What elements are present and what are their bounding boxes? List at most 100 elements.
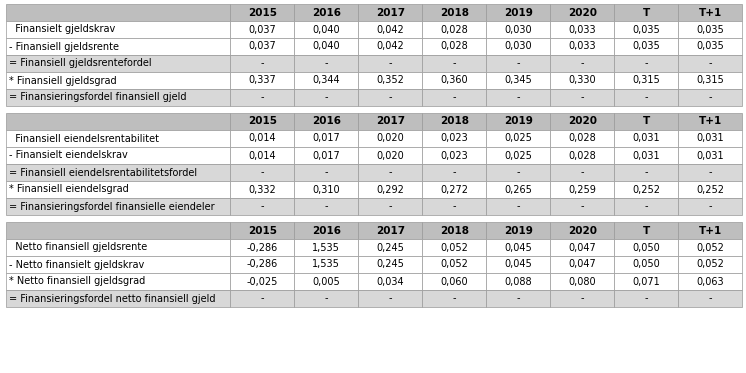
Text: -: - bbox=[325, 93, 328, 103]
Text: 0,088: 0,088 bbox=[504, 276, 532, 286]
Bar bbox=[6, 21, 231, 38]
Text: 0,023: 0,023 bbox=[440, 150, 468, 160]
Text: 0,025: 0,025 bbox=[504, 134, 532, 144]
Bar bbox=[6, 198, 231, 215]
Bar bbox=[422, 4, 486, 21]
Text: -: - bbox=[708, 167, 712, 178]
Bar bbox=[231, 222, 295, 239]
Bar bbox=[486, 113, 551, 130]
Bar bbox=[6, 147, 231, 164]
Bar bbox=[358, 181, 422, 198]
Text: 2015: 2015 bbox=[248, 116, 277, 126]
Text: 0,352: 0,352 bbox=[377, 75, 404, 85]
Text: T+1: T+1 bbox=[698, 116, 721, 126]
Text: -: - bbox=[645, 93, 648, 103]
Bar bbox=[231, 130, 295, 147]
Text: 0,028: 0,028 bbox=[440, 25, 468, 34]
Bar bbox=[295, 55, 358, 72]
Bar bbox=[422, 147, 486, 164]
Bar bbox=[358, 130, 422, 147]
Text: -: - bbox=[645, 201, 648, 211]
Text: T: T bbox=[642, 116, 650, 126]
Text: 0,050: 0,050 bbox=[632, 260, 660, 270]
Bar bbox=[678, 198, 742, 215]
Text: 2020: 2020 bbox=[568, 226, 597, 235]
Bar bbox=[486, 273, 551, 290]
Bar bbox=[6, 290, 231, 307]
Bar bbox=[358, 290, 422, 307]
Text: -0,286: -0,286 bbox=[247, 260, 278, 270]
Bar bbox=[551, 130, 614, 147]
Text: 0,252: 0,252 bbox=[696, 185, 724, 194]
Bar bbox=[422, 181, 486, 198]
Bar bbox=[358, 72, 422, 89]
Bar bbox=[678, 130, 742, 147]
Bar bbox=[486, 38, 551, 55]
Bar bbox=[231, 147, 295, 164]
Text: 2018: 2018 bbox=[440, 226, 468, 235]
Text: 0,040: 0,040 bbox=[313, 41, 340, 51]
Text: 0,052: 0,052 bbox=[696, 260, 724, 270]
Bar bbox=[295, 181, 358, 198]
Text: -: - bbox=[325, 294, 328, 304]
Bar bbox=[551, 273, 614, 290]
Bar bbox=[551, 164, 614, 181]
Text: 2020: 2020 bbox=[568, 116, 597, 126]
Bar bbox=[678, 38, 742, 55]
Text: - Netto finansielt gjeldskrav: - Netto finansielt gjeldskrav bbox=[9, 260, 144, 270]
Text: 0,035: 0,035 bbox=[696, 25, 724, 34]
Bar bbox=[6, 222, 231, 239]
Bar bbox=[295, 273, 358, 290]
Bar bbox=[422, 113, 486, 130]
Bar bbox=[614, 273, 678, 290]
Text: - Finansielt eiendelskrav: - Finansielt eiendelskrav bbox=[9, 150, 128, 160]
Text: T+1: T+1 bbox=[698, 226, 721, 235]
Bar bbox=[231, 181, 295, 198]
Text: 0,037: 0,037 bbox=[248, 25, 276, 34]
Text: -: - bbox=[325, 59, 328, 69]
Text: -: - bbox=[453, 294, 456, 304]
Text: 0,031: 0,031 bbox=[696, 134, 724, 144]
Bar bbox=[486, 181, 551, 198]
Bar bbox=[231, 273, 295, 290]
Text: 1,535: 1,535 bbox=[313, 242, 340, 253]
Bar bbox=[6, 38, 231, 55]
Bar bbox=[678, 72, 742, 89]
Bar bbox=[6, 113, 231, 130]
Bar bbox=[295, 256, 358, 273]
Text: -: - bbox=[453, 59, 456, 69]
Bar bbox=[422, 38, 486, 55]
Text: -0,286: -0,286 bbox=[247, 242, 278, 253]
Bar bbox=[295, 4, 358, 21]
Bar bbox=[614, 181, 678, 198]
Bar bbox=[614, 256, 678, 273]
Bar bbox=[678, 113, 742, 130]
Text: 0,052: 0,052 bbox=[696, 242, 724, 253]
Bar bbox=[551, 113, 614, 130]
Text: 0,360: 0,360 bbox=[440, 75, 468, 85]
Text: 2019: 2019 bbox=[504, 116, 533, 126]
Text: 2017: 2017 bbox=[376, 7, 405, 18]
Text: = Finansieringsfordel finansiell gjeld: = Finansieringsfordel finansiell gjeld bbox=[9, 93, 186, 103]
Text: -: - bbox=[453, 93, 456, 103]
Text: -: - bbox=[389, 167, 392, 178]
Bar bbox=[486, 239, 551, 256]
Text: 0,292: 0,292 bbox=[377, 185, 404, 194]
Text: -: - bbox=[645, 59, 648, 69]
Bar bbox=[422, 164, 486, 181]
Text: -: - bbox=[708, 93, 712, 103]
Text: -: - bbox=[260, 167, 264, 178]
Bar bbox=[678, 164, 742, 181]
Bar bbox=[6, 239, 231, 256]
Text: = Finansieringsfordel netto finansiell gjeld: = Finansieringsfordel netto finansiell g… bbox=[9, 294, 216, 304]
Text: 0,050: 0,050 bbox=[632, 242, 660, 253]
Bar bbox=[231, 290, 295, 307]
Bar bbox=[486, 4, 551, 21]
Text: -: - bbox=[260, 294, 264, 304]
Text: -0,025: -0,025 bbox=[247, 276, 278, 286]
Text: 1,535: 1,535 bbox=[313, 260, 340, 270]
Text: - Finansiell gjeldsrente: - Finansiell gjeldsrente bbox=[9, 41, 119, 51]
Text: 2015: 2015 bbox=[248, 7, 277, 18]
Bar bbox=[295, 21, 358, 38]
Text: Finansiell eiendelsrentabilitet: Finansiell eiendelsrentabilitet bbox=[9, 134, 159, 144]
